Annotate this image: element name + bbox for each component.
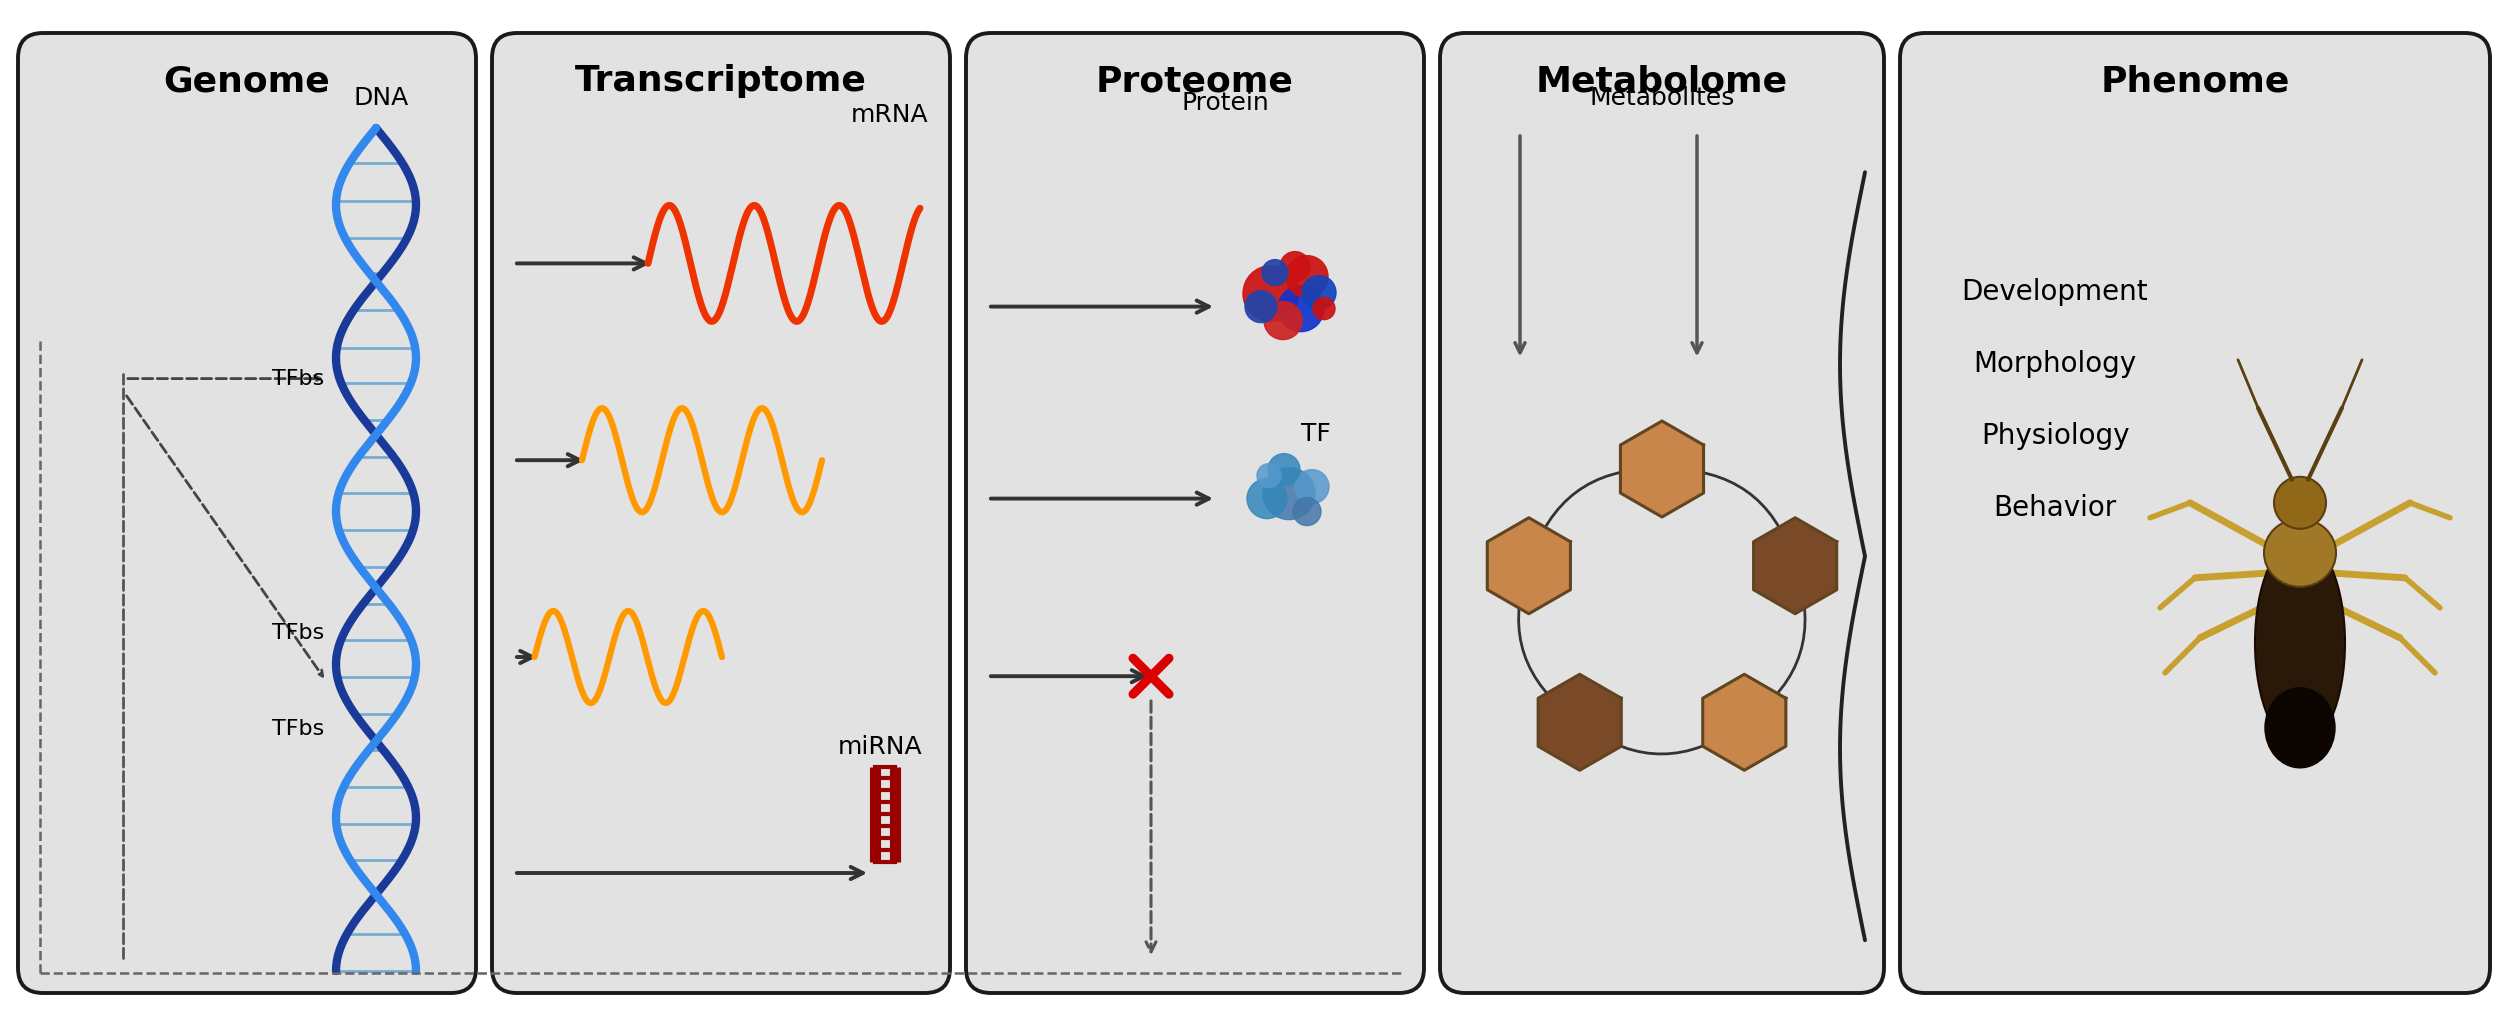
Circle shape	[1265, 302, 1302, 340]
Text: Morphology: Morphology	[1973, 350, 2137, 379]
Text: Development: Development	[1961, 278, 2149, 306]
Circle shape	[1242, 266, 1300, 321]
Circle shape	[1267, 453, 1300, 486]
Text: TFbs: TFbs	[272, 623, 324, 643]
Polygon shape	[1488, 518, 1571, 614]
Text: Behavior: Behavior	[1994, 494, 2117, 522]
Text: Metabolites: Metabolites	[1589, 86, 1735, 110]
FancyBboxPatch shape	[1441, 33, 1883, 993]
Text: TFbs: TFbs	[272, 368, 324, 389]
Ellipse shape	[2265, 687, 2336, 768]
Circle shape	[1280, 252, 1310, 281]
Polygon shape	[1702, 674, 1785, 770]
FancyBboxPatch shape	[18, 33, 475, 993]
Ellipse shape	[2265, 519, 2336, 587]
Text: TF: TF	[1302, 421, 1330, 446]
Circle shape	[1257, 463, 1282, 488]
Circle shape	[1292, 497, 1320, 526]
Polygon shape	[1539, 674, 1622, 770]
Text: Transcriptome: Transcriptome	[576, 64, 867, 98]
Ellipse shape	[2275, 477, 2325, 529]
Text: Genome: Genome	[163, 64, 329, 98]
Circle shape	[1244, 291, 1277, 322]
FancyBboxPatch shape	[965, 33, 1423, 993]
Circle shape	[1262, 468, 1315, 520]
Circle shape	[1277, 285, 1325, 331]
Text: Proteome: Proteome	[1096, 64, 1295, 98]
Text: Physiology: Physiology	[1981, 422, 2129, 450]
Polygon shape	[1755, 518, 1838, 614]
Text: mRNA: mRNA	[850, 103, 928, 127]
Circle shape	[1312, 298, 1335, 319]
Text: DNA: DNA	[354, 86, 410, 110]
Text: TFbs: TFbs	[272, 719, 324, 739]
Ellipse shape	[2255, 538, 2346, 748]
Text: Phenome: Phenome	[2099, 64, 2290, 98]
Circle shape	[1287, 256, 1327, 298]
Circle shape	[1302, 275, 1335, 310]
Text: Protein: Protein	[1182, 91, 1270, 115]
FancyBboxPatch shape	[1901, 33, 2489, 993]
Circle shape	[1247, 479, 1287, 519]
Polygon shape	[1622, 421, 1704, 517]
FancyBboxPatch shape	[493, 33, 950, 993]
Circle shape	[1295, 470, 1330, 503]
Text: Metabolome: Metabolome	[1536, 64, 1787, 98]
Text: miRNA: miRNA	[837, 735, 923, 759]
Circle shape	[1262, 260, 1287, 285]
